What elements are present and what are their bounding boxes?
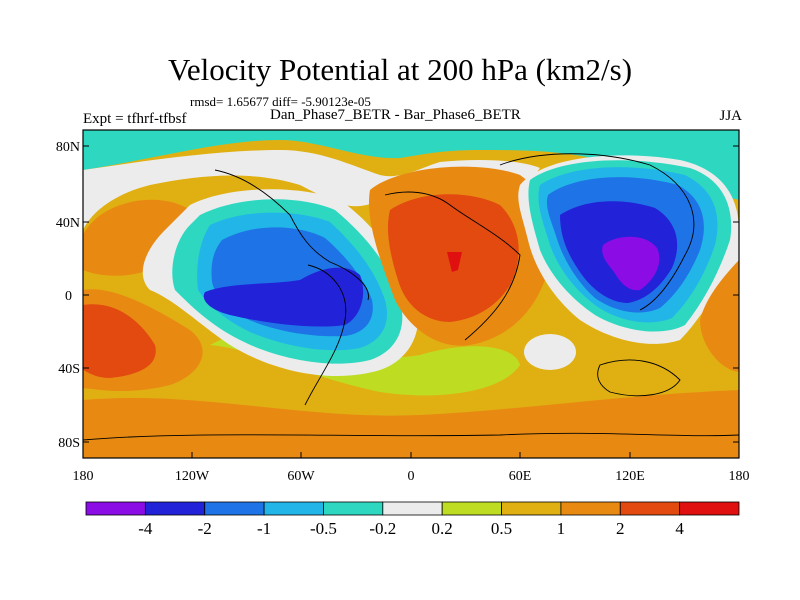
colorbar-box xyxy=(679,501,740,516)
colorbar-label: -4 xyxy=(138,519,153,538)
colorbar-box xyxy=(619,501,681,516)
colorbar-label: -1 xyxy=(257,519,271,538)
east-edge-orange-wedge xyxy=(700,260,739,372)
contour-field xyxy=(83,130,739,458)
lat-label-80n: 80N xyxy=(56,140,80,155)
colorbar-label: 0.5 xyxy=(491,519,512,538)
americas-deep-blue-core xyxy=(203,267,364,327)
colorbar-box xyxy=(560,501,621,516)
colorbar-label: -2 xyxy=(198,519,212,538)
lat-labels: 80N 40N 0 40S 80S xyxy=(56,140,80,451)
australia-coast xyxy=(597,359,681,397)
lon-label-180e: 180 xyxy=(729,469,750,484)
africa-max-core xyxy=(447,252,462,272)
lat-label-80s: 80S xyxy=(58,436,80,451)
colorbar-box xyxy=(441,501,502,516)
colorbar-label: 4 xyxy=(675,519,684,538)
lon-label-60e: 60E xyxy=(509,469,532,484)
antarctica-coast xyxy=(83,432,739,441)
south-america-coast xyxy=(304,264,347,406)
colorbar-box xyxy=(144,501,206,516)
lon-label-60w: 60W xyxy=(287,469,315,484)
colorbar-box xyxy=(501,501,562,516)
experiment-label: Expt = tfhrf-tfbsf xyxy=(83,111,187,127)
north-america-coast xyxy=(214,169,369,301)
lon-ticks xyxy=(82,452,740,458)
asia-min-core xyxy=(602,236,660,291)
africa-coast xyxy=(384,191,521,341)
colorbar-label: 1 xyxy=(557,519,566,538)
stats-text: rmsd= 1.65677 diff= -5.90123e-05 xyxy=(190,94,371,109)
colorbar-label: 2 xyxy=(616,519,625,538)
colorbar-box xyxy=(204,501,265,516)
lat-label-40n: 40N xyxy=(56,216,80,231)
colorbar-label: 0.2 xyxy=(432,519,453,538)
figure-title: Velocity Potential at 200 hPa (km2/s) xyxy=(167,52,633,87)
lon-label-120e: 120E xyxy=(615,469,645,484)
coastlines xyxy=(83,153,739,441)
lon-label-120w: 120W xyxy=(175,469,210,484)
lat-ticks xyxy=(83,145,739,443)
season-label: JJA xyxy=(719,108,742,124)
colorbar-box xyxy=(382,501,443,516)
colorbar-label: -0.2 xyxy=(369,519,396,538)
lon-label-0: 0 xyxy=(408,469,415,484)
south-pacific-red-core xyxy=(83,304,156,378)
lon-labels: 180 120W 60W 0 60E 120E 180 xyxy=(73,469,750,484)
colorbar-box xyxy=(323,501,384,516)
arctic-cyan-band xyxy=(83,130,739,200)
colorbar-boxes xyxy=(85,501,740,516)
asia-coast xyxy=(499,153,695,311)
lat-label-0: 0 xyxy=(65,289,72,304)
colorbar-box xyxy=(263,501,324,516)
southern-orange-band xyxy=(83,390,739,458)
colorbar: -4 -2 -1 -0.5 -0.2 0.2 0.5 1 2 4 xyxy=(85,501,740,538)
lon-label-180w: 180 xyxy=(73,469,94,484)
colorbar-box xyxy=(85,501,146,516)
colorbar-labels: -4 -2 -1 -0.5 -0.2 0.2 0.5 1 2 4 xyxy=(138,519,684,538)
indian-ocean-white-blob xyxy=(524,334,576,370)
case-comparison-label: Dan_Phase7_BETR - Bar_Phase6_BETR xyxy=(270,107,521,123)
lat-label-40s: 40S xyxy=(58,362,80,377)
colorbar-label: -0.5 xyxy=(310,519,337,538)
